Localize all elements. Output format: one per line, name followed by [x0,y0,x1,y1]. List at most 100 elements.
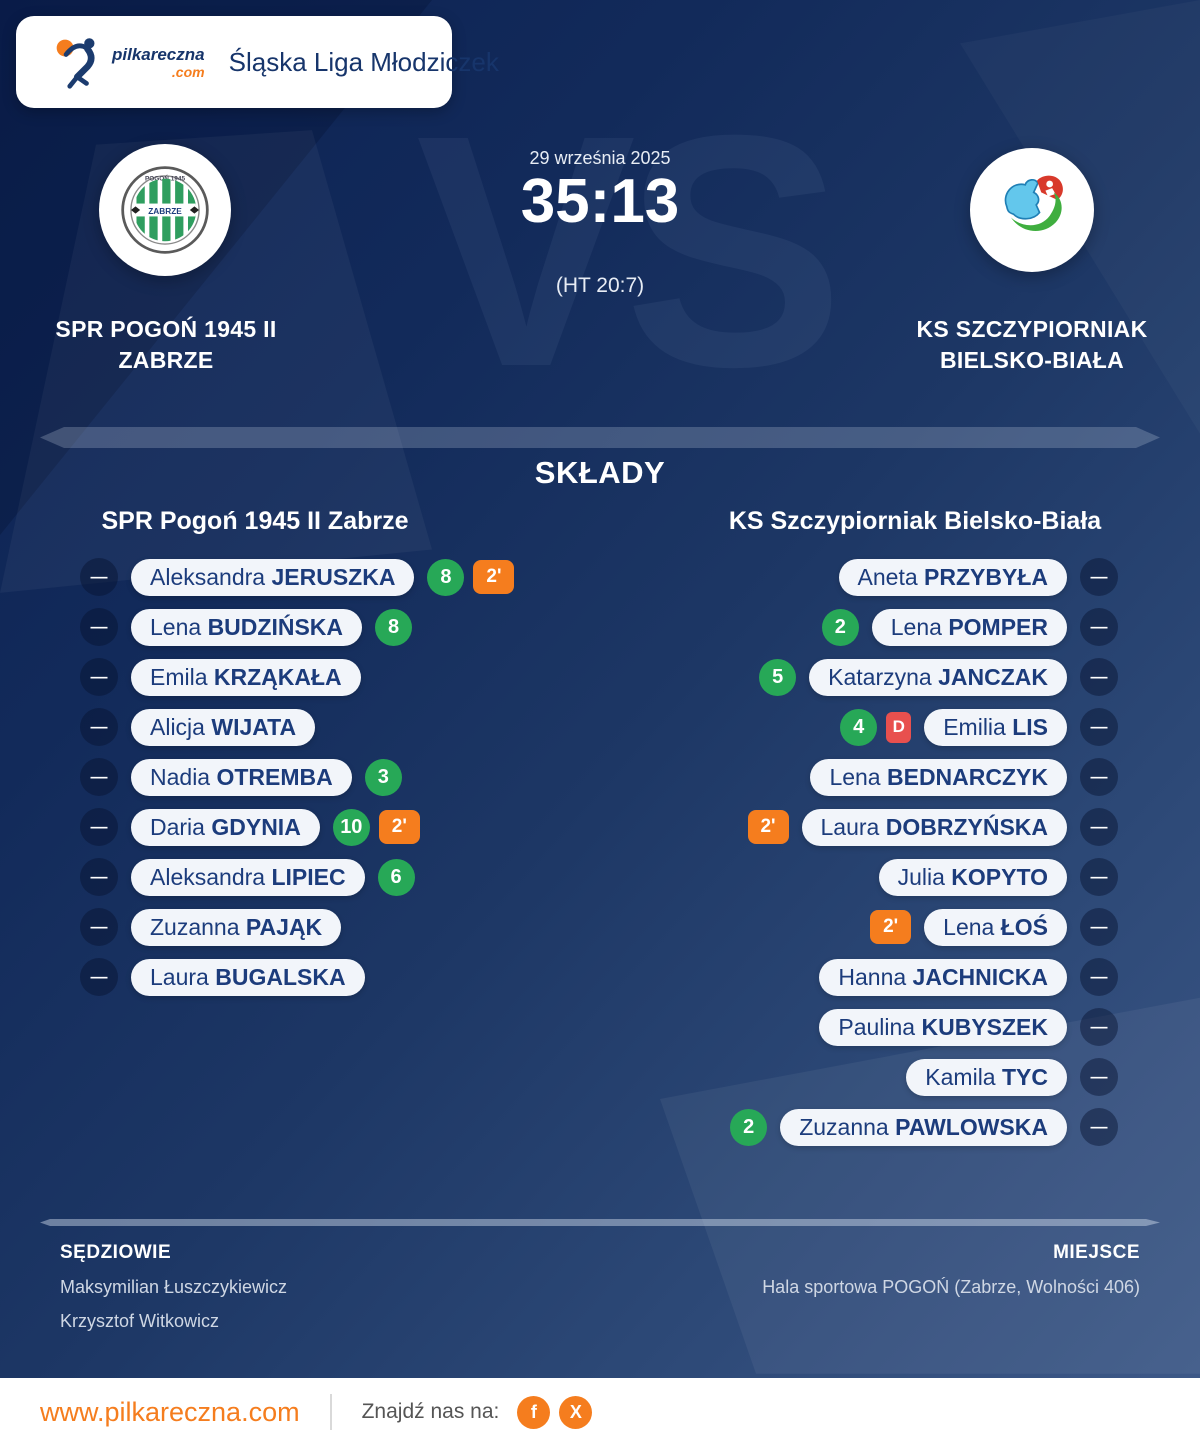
player-number-placeholder: — [1080,808,1118,846]
player-row: — Zuzanna PAJĄK [80,902,514,952]
player-first-name: Emila [150,663,214,690]
home-team-name: SPR POGOŃ 1945 II ZABRZE [0,314,332,376]
player-row: — Lena ŁOŚ 2' [730,902,1118,952]
player-last-name: PRZYBYŁA [924,563,1048,590]
player-last-name: LIS [1012,713,1048,740]
player-row: — Laura DOBRZYŃSKA 2' [730,802,1118,852]
player-name-pill: Alicja WIJATA [131,708,316,746]
badge-goals: 6 [377,858,415,896]
referee-name: Krzysztof Witkowicz [60,1311,220,1331]
player-name-pill: Daria GDYNIA [131,808,320,846]
player-row: — Julia KOPYTO [730,852,1118,902]
away-lineup-header: KS Szczypiorniak Bielsko-Biała [728,507,1102,535]
player-number-placeholder: — [1080,958,1118,996]
player-number-placeholder: — [1080,608,1118,646]
footer-divider [329,1394,332,1430]
player-row: — Paulina KUBYSZEK [730,1002,1118,1052]
away-team-logo [970,148,1094,272]
player-last-name: ŁOŚ [1000,913,1048,940]
player-name-pill: Laura BUGALSKA [131,958,365,996]
player-last-name: GDYNIA [211,813,301,840]
match-date: 29 września 2025 [529,148,671,168]
handball-player-icon [56,38,95,89]
badge-susp: 2' [473,560,515,594]
player-first-name: Aleksandra [150,563,272,590]
player-row: — Nadia OTREMBA 3 [80,752,514,802]
player-name-pill: Lena POMPER [871,608,1067,646]
player-name-pill: Lena BEDNARCZYK [810,758,1067,796]
player-name-pill: Paulina KUBYSZEK [819,1008,1067,1046]
player-first-name: Hanna [838,963,913,990]
lineups-title: SKŁADY [534,455,666,490]
player-name-pill: Nadia OTREMBA [131,758,352,796]
website-link[interactable]: www.pilkareczna.com [40,1396,300,1427]
player-first-name: Nadia [150,763,217,790]
player-last-name: KOPYTO [951,863,1048,890]
svg-text:POGOŃ 1945: POGOŃ 1945 [145,174,185,183]
player-last-name: LIPIEC [271,863,346,890]
player-name-pill: Lena ŁOŚ [924,908,1067,946]
player-number-placeholder: — [80,608,118,646]
pogon-zabrze-crest-icon: POGOŃ 1945 ZABRZE [121,166,209,254]
home-lineup-header: SPR Pogoń 1945 II Zabrze [101,507,409,535]
home-team-name-line1: SPR POGOŃ 1945 II [55,316,277,342]
player-first-name: Julia [897,863,952,890]
player-badges: 2 [730,1108,768,1146]
player-name-pill: Aleksandra JERUSZKA [131,558,415,596]
player-number-placeholder: — [80,758,118,796]
player-badges: 10 2' [332,808,420,846]
player-last-name: DOBRZYŃSKA [885,813,1048,840]
player-row: — Emila KRZĄKAŁA [80,652,514,702]
player-first-name: Laura [150,963,216,990]
player-number-placeholder: — [80,858,118,896]
player-row: — Aleksandra LIPIEC 6 [80,852,514,902]
brand-card: pilkareczna .com Śląska Liga Młodziczek [16,16,499,108]
away-roster: — Aneta PRZYBYŁA — Lena POMPER 2 — Katar… [730,552,1118,1152]
badge-goals: 2 [821,608,859,646]
player-name-pill: Emilia LIS [924,708,1067,746]
player-name-pill: Hanna JACHNICKA [819,958,1067,996]
player-last-name: POMPER [948,613,1048,640]
player-badges: 5 [759,658,797,696]
player-first-name: Paulina [838,1013,922,1040]
badge-goals: 10 [332,808,370,846]
bottom-divider [40,1219,1160,1226]
venue-block: MIEJSCE Hala sportowa POGOŃ (Zabrze, Wol… [762,1242,1140,1298]
player-last-name: KUBYSZEK [921,1013,1048,1040]
player-first-name: Lena [150,613,208,640]
facebook-icon[interactable]: f [517,1395,551,1429]
venue-label: MIEJSCE [1053,1242,1140,1263]
player-row: — Kamila TYC [730,1052,1118,1102]
badge-goals: 8 [375,608,413,646]
player-badges: 8 2' [427,558,515,596]
player-name-pill: Kamila TYC [906,1058,1067,1096]
player-first-name: Laura [820,813,886,840]
x-icon[interactable]: X [559,1395,593,1429]
player-first-name: Zuzanna [150,913,246,940]
player-first-name: Aneta [857,563,925,590]
venue-name: Hala sportowa POGOŃ (Zabrze, Wolności 40… [762,1277,1140,1297]
player-last-name: BUDZIŃSKA [207,613,344,640]
player-last-name: BUGALSKA [215,963,346,990]
player-number-placeholder: — [1080,708,1118,746]
home-team-name-line2: ZABRZE [118,347,214,373]
away-team-name: KS SZCZYPIORNIAK BIELSKO-BIAŁA [852,314,1200,376]
player-badges: 6 [377,858,415,896]
player-row: — Zuzanna PAWLOWSKA 2 [730,1102,1118,1152]
referees-block: SĘDZIOWIE Maksymilian Łuszczykiewicz Krz… [60,1242,287,1332]
player-number-placeholder: — [80,558,118,596]
player-first-name: Emilia [943,713,1013,740]
badge-goals: 8 [427,558,465,596]
player-name-pill: Laura DOBRZYŃSKA [801,808,1067,846]
section-divider [40,427,1160,448]
match-score: 35:13 [520,167,680,236]
player-row: — Daria GDYNIA 10 2' [80,802,514,852]
player-first-name: Kamila [925,1063,1002,1090]
player-name-pill: Lena BUDZIŃSKA [131,608,363,646]
player-badges: 2 [821,608,859,646]
player-badges: 2' [870,910,912,944]
player-name-pill: Zuzanna PAWLOWSKA [780,1108,1067,1146]
player-first-name: Daria [150,813,212,840]
player-first-name: Alicja [150,713,212,740]
